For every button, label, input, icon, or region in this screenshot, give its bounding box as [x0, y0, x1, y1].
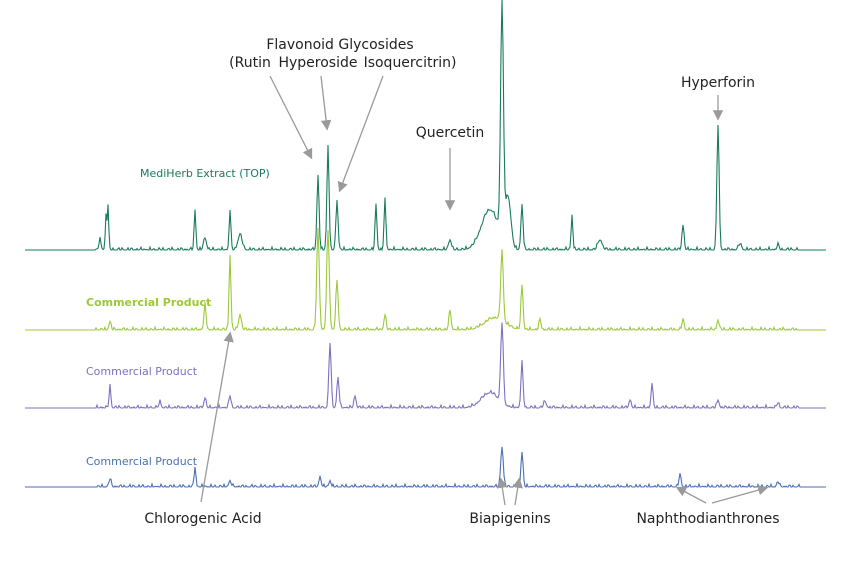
arrow — [711, 485, 769, 504]
trace-label: Commercial Product — [86, 455, 198, 468]
trace-label: Commercial Product — [86, 296, 211, 309]
annotation: Chlorogenic Acid — [144, 511, 261, 527]
trace-line — [25, 446, 826, 489]
trace-line — [25, 227, 826, 332]
trace-label: Commercial Product — [86, 365, 198, 378]
annotation: (Rutin — [229, 55, 271, 71]
annotation: Biapigenins — [469, 511, 550, 527]
arrows — [200, 75, 769, 506]
trace-line — [25, 0, 826, 252]
arrow — [337, 75, 384, 193]
trace-line — [25, 322, 826, 409]
arrow — [675, 486, 707, 504]
annotation: Flavonoid Glycosides — [266, 37, 413, 53]
annotation: Hyperforin — [681, 75, 755, 91]
arrow — [512, 477, 523, 506]
annotation: Naphthodianthrones — [636, 511, 779, 527]
annotation: Hyperoside — [278, 55, 357, 71]
trace-label: MediHerb Extract (TOP) — [140, 167, 270, 180]
annotation: Isoquercitrin) — [364, 55, 457, 71]
arrow — [200, 331, 234, 503]
annotation: Quercetin — [416, 125, 485, 141]
arrow — [497, 477, 508, 506]
arrow — [269, 75, 313, 160]
arrow — [320, 75, 332, 131]
traces — [25, 0, 826, 489]
